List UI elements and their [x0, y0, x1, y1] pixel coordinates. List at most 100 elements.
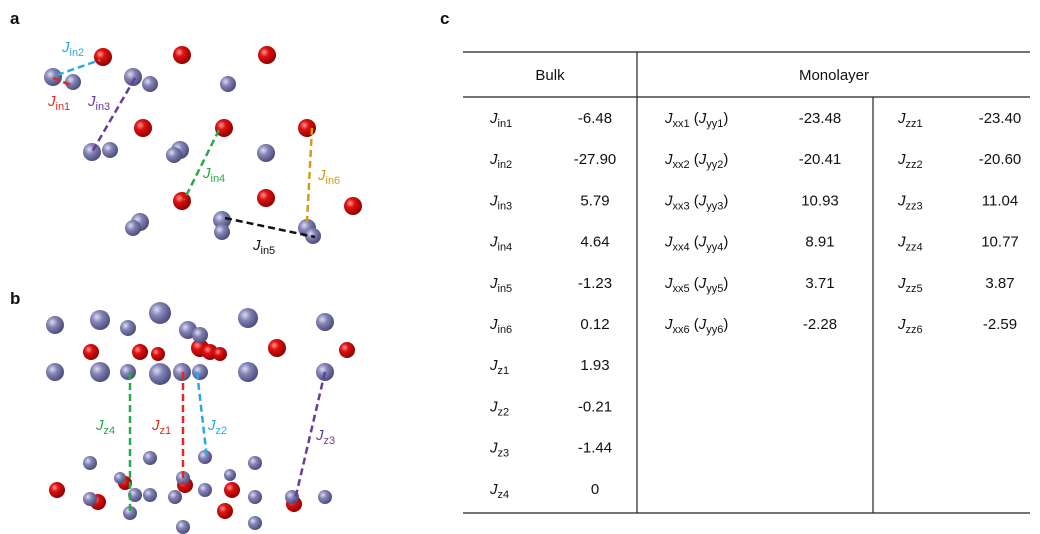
- label-part: zz5: [906, 283, 923, 295]
- atom-blue: [46, 316, 64, 334]
- symbol-label: Jin3: [87, 93, 110, 113]
- label-part: (: [690, 192, 699, 209]
- symbol-label: Jxx5 (Jyy5): [664, 275, 728, 295]
- atom-blue: [198, 483, 212, 497]
- label-part: xx3: [673, 200, 690, 212]
- atom-red: [173, 46, 191, 64]
- symbol-label: Jz3: [315, 427, 335, 447]
- atom-blue: [149, 302, 171, 324]
- atom-blue: [83, 492, 97, 506]
- atom-blue: [166, 147, 182, 163]
- symbol-label: Jin6: [317, 167, 340, 187]
- atom-blue: [143, 488, 157, 502]
- cell-value: -1.44: [578, 440, 612, 457]
- atom-blue: [198, 450, 212, 464]
- symbol-label: Jin1: [47, 93, 70, 113]
- label-part: in3: [498, 200, 513, 212]
- atom-red: [257, 189, 275, 207]
- label-part: in4: [498, 242, 513, 254]
- atom-blue: [238, 308, 258, 328]
- label-part: zz2: [906, 159, 923, 171]
- atom-red: [258, 46, 276, 64]
- atom-blue: [214, 224, 230, 240]
- cell-value: 8.91: [805, 234, 834, 251]
- label-part: ): [723, 110, 728, 127]
- cell-value: -6.48: [578, 110, 612, 127]
- label-part: yy1: [706, 118, 723, 130]
- label-part: (: [690, 275, 699, 292]
- label-part: zz4: [906, 242, 923, 254]
- label-part: ): [723, 151, 728, 168]
- symbol-label: Jz1: [151, 417, 171, 437]
- exchange-path: [92, 78, 135, 152]
- atom-blue: [102, 142, 118, 158]
- atom-red: [344, 197, 362, 215]
- column-header: Monolayer: [799, 67, 869, 84]
- figure: a b c Bulk Monolayer Jin2Jin1Jin3Jin4Jin…: [0, 0, 1040, 534]
- cell-value: 10.77: [981, 234, 1019, 251]
- atom-red: [151, 347, 165, 361]
- label-part: in3: [96, 101, 111, 113]
- cell-value: -2.28: [803, 316, 837, 333]
- atom-blue: [257, 144, 275, 162]
- symbol-label: Jzz1: [897, 110, 923, 130]
- atom-red: [83, 344, 99, 360]
- cell-value: -23.40: [979, 110, 1022, 127]
- label-part: z1: [498, 365, 510, 377]
- atom-blue: [83, 456, 97, 470]
- atom-blue: [238, 362, 258, 382]
- atom-blue: [149, 363, 171, 385]
- label-part: yy6: [706, 324, 723, 336]
- label-part: xx1: [673, 118, 690, 130]
- label-part: in1: [498, 118, 513, 130]
- cell-value: 3.71: [805, 275, 834, 292]
- cell-value: 0.12: [580, 316, 609, 333]
- atom-blue: [248, 456, 262, 470]
- cell-value: 10.93: [801, 192, 839, 209]
- exchange-path: [184, 130, 219, 200]
- symbol-label: Jzz4: [897, 234, 923, 254]
- cell-value: -20.41: [799, 151, 842, 168]
- label-part: xx2: [673, 159, 690, 171]
- label-part: zz6: [906, 324, 923, 336]
- atom-blue: [120, 364, 136, 380]
- label-part: in2: [498, 159, 513, 171]
- panel-letter: b: [10, 289, 20, 308]
- atom-blue: [114, 472, 126, 484]
- atom-red: [224, 482, 240, 498]
- label-part: in5: [498, 283, 513, 295]
- cell-value: -0.21: [578, 398, 612, 415]
- cell-value: -20.60: [979, 151, 1022, 168]
- atom-blue: [142, 76, 158, 92]
- atom-red: [134, 119, 152, 137]
- cell-value: 11.04: [982, 192, 1018, 209]
- label-part: z4: [104, 425, 116, 437]
- atom-blue: [220, 76, 236, 92]
- label-part: yy4: [706, 242, 723, 254]
- label-part: xx4: [673, 242, 690, 254]
- exchange-path: [57, 60, 100, 75]
- label-part: in4: [211, 173, 226, 185]
- symbol-label: Jin3: [489, 192, 512, 212]
- atom-red: [173, 192, 191, 210]
- atom-blue: [318, 490, 332, 504]
- label-part: in6: [326, 175, 341, 187]
- label-part: in6: [498, 324, 513, 336]
- symbol-label: Jzz3: [897, 192, 923, 212]
- symbol-label: Jin1: [489, 110, 512, 130]
- label-part: zz3: [906, 200, 923, 212]
- label-part: in1: [56, 101, 71, 113]
- atom-blue: [192, 327, 208, 343]
- label-part: ): [723, 316, 728, 333]
- cell-value: 1.93: [580, 357, 609, 374]
- label-part: z4: [498, 489, 510, 501]
- symbol-label: Jzz2: [897, 151, 923, 171]
- cell-value: 5.79: [580, 192, 609, 209]
- atom-red: [268, 339, 286, 357]
- atom-blue: [176, 520, 190, 534]
- symbol-label: Jz1: [489, 357, 509, 377]
- column-header: Bulk: [535, 67, 565, 84]
- atom-red: [213, 347, 227, 361]
- symbol-label: Jin4: [489, 234, 512, 254]
- symbol-label: Jxx3 (Jyy3): [664, 192, 728, 212]
